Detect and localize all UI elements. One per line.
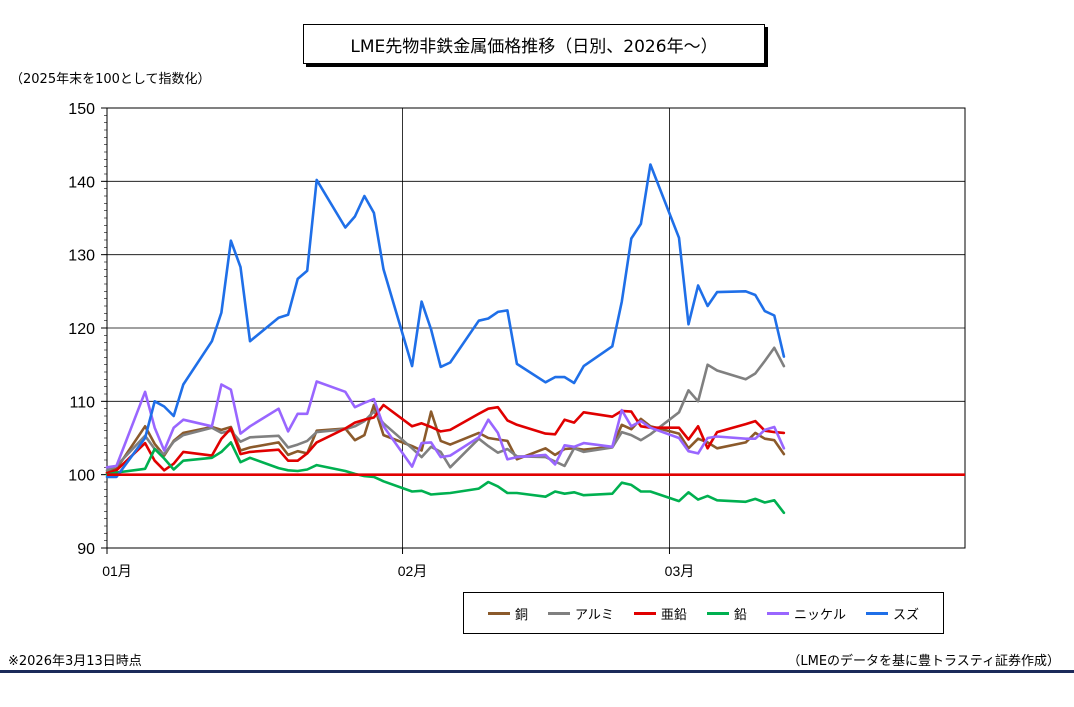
legend-item: ニッケル <box>766 604 846 623</box>
legend-label: 鉛 <box>733 607 747 623</box>
y-tick-label: 120 <box>68 321 95 338</box>
series-line-スズ <box>105 163 786 479</box>
series-line-ニッケル <box>105 380 786 469</box>
y-axis-label: （2025年末を100として指数化） <box>10 72 211 87</box>
x-tick-label: 03月 <box>665 563 695 579</box>
legend-item: アルミ <box>548 604 614 623</box>
legend-swatch <box>766 611 789 615</box>
y-tick-label: 100 <box>68 468 95 485</box>
legend-label: ニッケル <box>793 607 846 623</box>
legend-swatch <box>706 611 729 615</box>
y-tick-label: 110 <box>69 394 95 411</box>
y-tick-label: 140 <box>68 174 95 191</box>
chart-legend: 銅 アルミ 亜鉛 鉛 ニッケル スズ <box>463 592 944 634</box>
legend-item: 亜鉛 <box>633 604 687 623</box>
legend-label: スズ <box>892 607 919 623</box>
y-tick-label: 90 <box>77 541 95 558</box>
y-tick-label: 150 <box>68 101 95 118</box>
series-line-亜鉛 <box>105 403 786 475</box>
legend-label: アルミ <box>575 607 614 623</box>
legend-item: スズ <box>865 604 919 623</box>
as-of-note: ※2026年3月13日時点 <box>8 654 142 669</box>
x-tick-label: 02月 <box>398 563 428 579</box>
bottom-rule <box>0 670 1074 673</box>
legend-label: 亜鉛 <box>660 607 687 623</box>
legend-label: 銅 <box>515 607 529 623</box>
legend-swatch <box>548 611 571 615</box>
series-line-銅 <box>105 403 786 474</box>
x-tick-label: 01月 <box>102 563 132 579</box>
y-tick-label: 130 <box>68 248 95 265</box>
chart-title: LME先物非鉄金属価格推移（日別、2026年～） <box>303 24 765 64</box>
legend-swatch <box>633 611 656 615</box>
legend-swatch <box>488 611 511 615</box>
legend-item: 銅 <box>488 604 528 623</box>
series-line-鉛 <box>105 441 786 515</box>
source-note: （LMEのデータを基に豊トラスティ証券作成） <box>787 654 1060 669</box>
legend-swatch <box>865 611 888 615</box>
legend-item: 鉛 <box>706 604 747 623</box>
